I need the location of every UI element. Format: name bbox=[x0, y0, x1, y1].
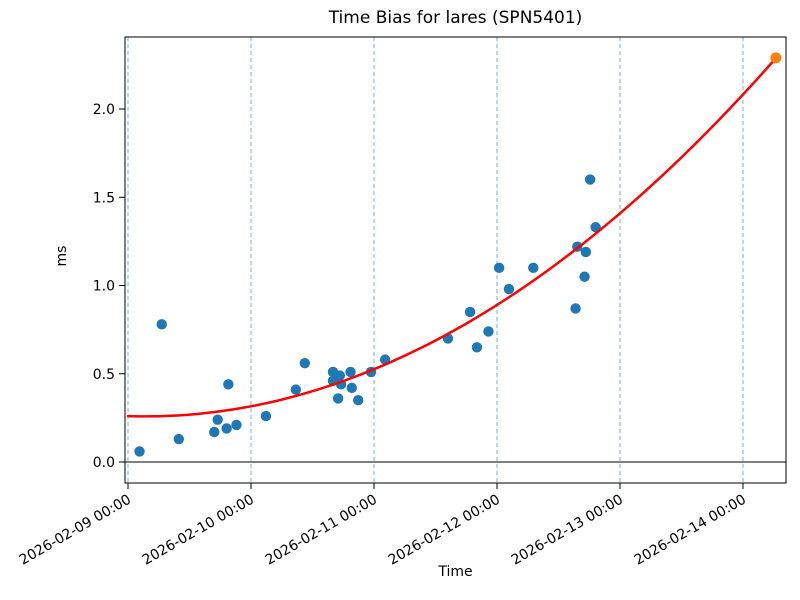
data-point bbox=[221, 423, 232, 434]
data-point bbox=[334, 370, 346, 381]
data-point bbox=[471, 342, 483, 353]
data-point bbox=[580, 246, 592, 258]
y-tick-label: 0.0 bbox=[93, 455, 115, 471]
data-point bbox=[290, 384, 302, 395]
x-tick-label: 2026-02-10 00:00 bbox=[140, 492, 257, 569]
x-tick-label: 2026-02-09 00:00 bbox=[17, 492, 134, 569]
data-point bbox=[260, 410, 272, 422]
data-point bbox=[464, 306, 476, 318]
fit-curve bbox=[126, 59, 775, 418]
chart-title: Time Bias for lares (SPN5401) bbox=[328, 8, 583, 28]
data-point bbox=[493, 262, 505, 274]
data-point bbox=[332, 393, 344, 404]
data-point bbox=[346, 382, 357, 394]
x-tick-label: 2026-02-11 00:00 bbox=[263, 492, 380, 569]
data-point bbox=[156, 319, 167, 330]
data-point bbox=[503, 283, 515, 295]
data-point bbox=[212, 414, 223, 425]
data-point bbox=[231, 419, 242, 431]
data-point bbox=[584, 174, 596, 185]
data-point bbox=[345, 366, 356, 378]
x-tick-label: 2026-02-14 00:00 bbox=[632, 492, 749, 569]
data-point bbox=[209, 426, 220, 438]
data-point bbox=[570, 303, 581, 314]
data-point bbox=[173, 433, 185, 445]
plot-border bbox=[124, 36, 787, 484]
y-tick-label: 1.5 bbox=[93, 190, 115, 206]
data-point bbox=[299, 357, 311, 369]
data-point bbox=[528, 262, 539, 274]
outlier-point bbox=[770, 52, 782, 64]
y-tick-label: 1.0 bbox=[93, 279, 115, 295]
y-axis-label: ms bbox=[54, 245, 70, 267]
data-point bbox=[352, 395, 364, 406]
data-point bbox=[483, 326, 494, 337]
x-axis-label: Time bbox=[438, 564, 473, 580]
data-point bbox=[223, 379, 234, 390]
y-tick-label: 0.5 bbox=[93, 367, 115, 383]
x-tick-label: 2026-02-12 00:00 bbox=[386, 492, 503, 569]
data-point bbox=[579, 271, 590, 282]
y-tick-label: 2.0 bbox=[93, 102, 115, 118]
x-tick-label: 2026-02-13 00:00 bbox=[509, 492, 626, 569]
data-point bbox=[134, 446, 145, 457]
